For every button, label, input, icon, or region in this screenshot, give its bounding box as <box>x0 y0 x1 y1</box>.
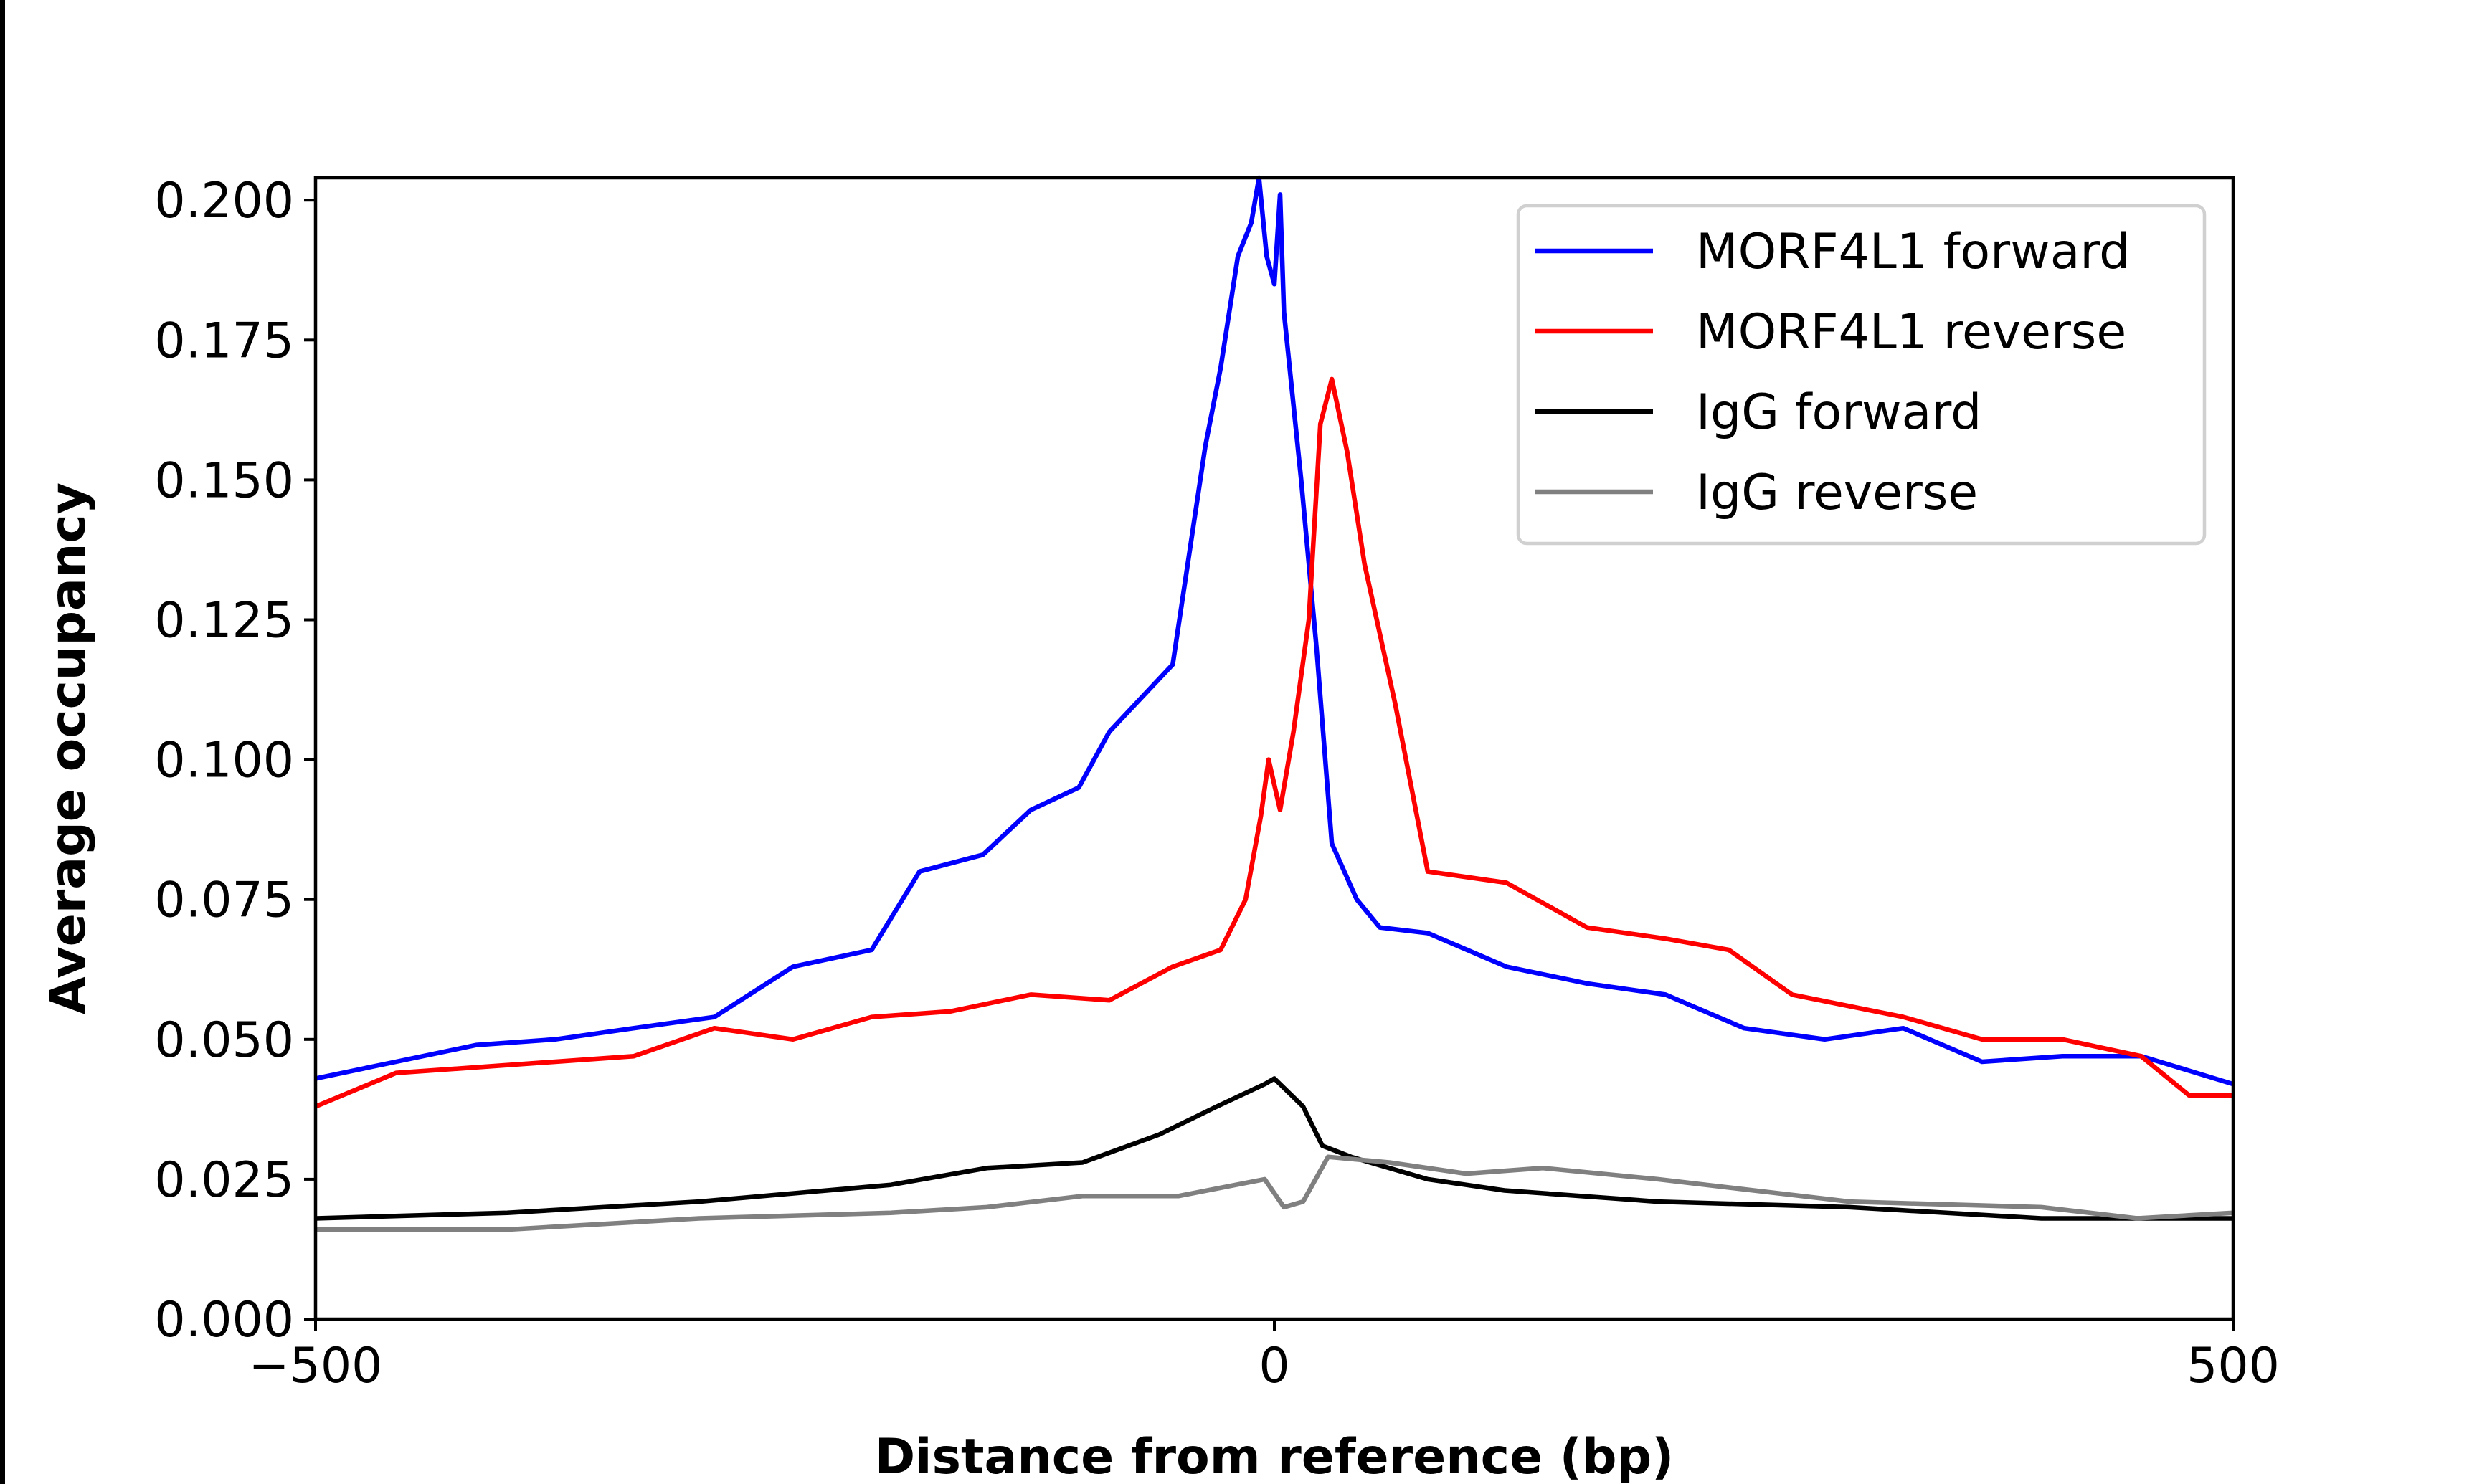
y-axis-label: Average occupancy <box>40 482 97 1014</box>
figure-left-border <box>0 0 5 1484</box>
y-tick-label: 0.000 <box>154 1292 294 1349</box>
legend-label: MORF4L1 reverse <box>1696 304 2126 361</box>
y-tick-label: 0.150 <box>154 452 294 509</box>
x-tick-label: 0 <box>1259 1338 1289 1394</box>
y-tick-label: 0.050 <box>154 1012 294 1069</box>
y-tick-label: 0.075 <box>154 872 294 929</box>
y-tick-label: 0.025 <box>154 1152 294 1209</box>
legend: MORF4L1 forward MORF4L1 reverse IgG forwar… <box>1516 204 2207 546</box>
y-tick-label: 0.100 <box>154 733 294 789</box>
legend-box <box>1516 204 2207 546</box>
series-line-igg-reverse <box>316 1154 2234 1232</box>
legend-label: IgG reverse <box>1696 465 1978 521</box>
x-tick-label: −500 <box>249 1338 383 1394</box>
series-line-morf4l1-forward <box>315 175 2234 1087</box>
axis-ticks: 0.000 0.025 0.050 0.075 0.100 0.125 0.150 0.175… <box>154 173 2280 1394</box>
x-tick-label: 500 <box>2187 1338 2280 1394</box>
y-tick-label: 0.200 <box>154 173 294 229</box>
y-tick-label: 0.175 <box>154 313 294 369</box>
legend-label: IgG forward <box>1696 384 1981 441</box>
series-line-morf4l1-reverse <box>314 376 2233 1109</box>
x-axis-label: Distance from reference (bp) <box>875 1429 1674 1484</box>
legend-label: MORF4L1 forward <box>1696 224 2130 280</box>
series-line-igg-forward <box>315 1076 2233 1221</box>
y-tick-label: 0.125 <box>154 593 294 650</box>
series-lines <box>314 175 2234 1232</box>
